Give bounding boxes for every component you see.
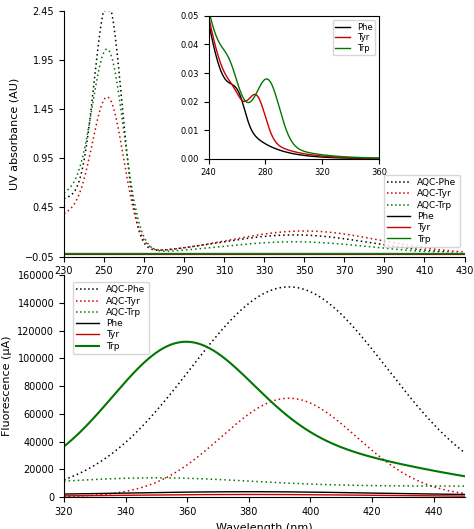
Y-axis label: UV absorbance (AU): UV absorbance (AU) [9,77,19,190]
Legend: Phe, Tyr, Trp: Phe, Tyr, Trp [333,20,375,56]
Y-axis label: Fluorescence (μA): Fluorescence (μA) [2,336,12,436]
Legend: AQC-Phe, AQC-Tyr, AQC-Trp, Phe, Tyr, Trp: AQC-Phe, AQC-Tyr, AQC-Trp, Phe, Tyr, Trp [73,282,149,354]
Legend: AQC-Phe, AQC-Tyr, AQC-Trp, Phe, Tyr, Trp: AQC-Phe, AQC-Tyr, AQC-Trp, Phe, Tyr, Trp [384,175,460,247]
X-axis label: Wavelength (nm): Wavelength (nm) [216,282,312,292]
X-axis label: Wavelength (nm): Wavelength (nm) [216,523,312,529]
